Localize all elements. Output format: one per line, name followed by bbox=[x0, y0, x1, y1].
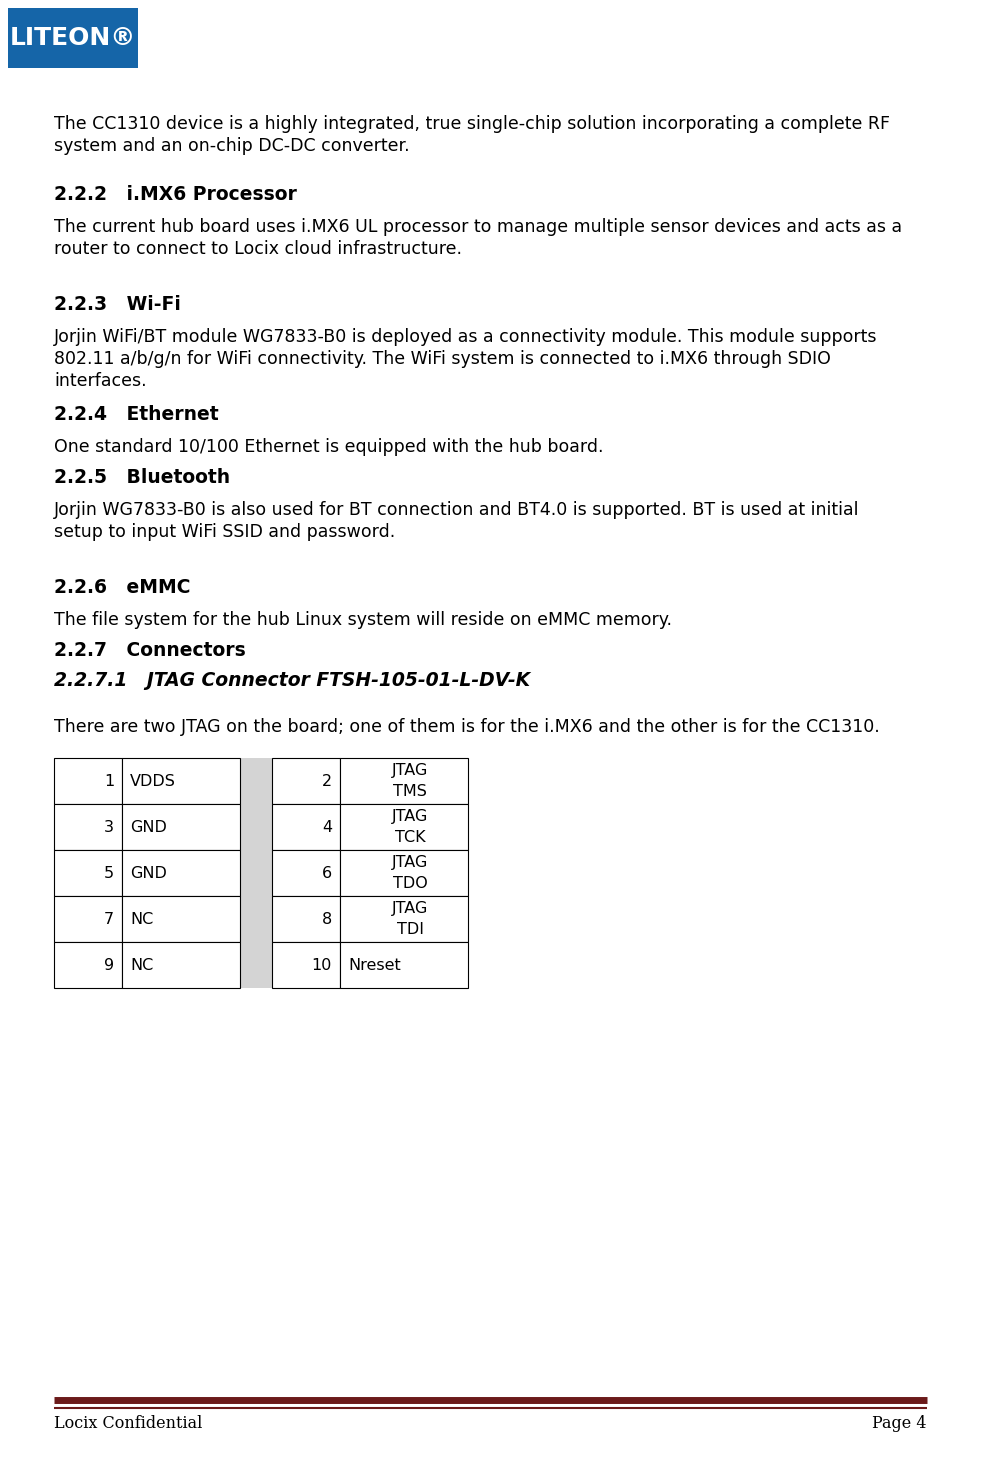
Bar bbox=[54, 896, 122, 941]
Text: interfaces.: interfaces. bbox=[54, 372, 146, 390]
Text: 2: 2 bbox=[322, 774, 332, 788]
Text: JTAG: JTAG bbox=[392, 809, 429, 824]
Text: 7: 7 bbox=[104, 912, 114, 927]
Text: TDO: TDO bbox=[393, 875, 428, 890]
Text: JTAG: JTAG bbox=[392, 763, 429, 778]
Bar bbox=[340, 805, 468, 850]
Text: 6: 6 bbox=[322, 865, 332, 881]
Bar bbox=[122, 896, 240, 941]
Text: 5: 5 bbox=[104, 865, 114, 881]
Text: TCK: TCK bbox=[395, 830, 426, 844]
Text: TDI: TDI bbox=[397, 922, 424, 937]
Bar bbox=[340, 850, 468, 896]
Bar bbox=[272, 805, 340, 850]
Text: TMS: TMS bbox=[393, 784, 428, 799]
Text: 2.2.6   eMMC: 2.2.6 eMMC bbox=[54, 578, 190, 597]
Text: 1: 1 bbox=[104, 774, 114, 788]
Bar bbox=[54, 758, 122, 805]
Text: Jorjin WiFi/BT module WG7833-B0 is deployed as a connectivity module. This modul: Jorjin WiFi/BT module WG7833-B0 is deplo… bbox=[54, 328, 877, 346]
Text: 10: 10 bbox=[312, 958, 332, 972]
Bar bbox=[340, 941, 468, 989]
Bar bbox=[8, 7, 138, 68]
Bar bbox=[122, 941, 240, 989]
Text: There are two JTAG on the board; one of them is for the i.MX6 and the other is f: There are two JTAG on the board; one of … bbox=[54, 718, 880, 736]
Bar bbox=[54, 941, 122, 989]
Text: 2.2.7   Connectors: 2.2.7 Connectors bbox=[54, 641, 246, 660]
Text: LITEON®: LITEON® bbox=[10, 26, 136, 50]
Bar bbox=[340, 758, 468, 805]
Text: 2.2.5   Bluetooth: 2.2.5 Bluetooth bbox=[54, 468, 231, 487]
Text: The file system for the hub Linux system will reside on eMMC memory.: The file system for the hub Linux system… bbox=[54, 610, 672, 630]
Text: Nreset: Nreset bbox=[348, 958, 401, 972]
Text: 2.2.3   Wi-Fi: 2.2.3 Wi-Fi bbox=[54, 296, 181, 313]
Bar bbox=[54, 850, 122, 896]
Text: JTAG: JTAG bbox=[392, 855, 429, 871]
Bar bbox=[272, 896, 340, 941]
Bar bbox=[122, 805, 240, 850]
Text: VDDS: VDDS bbox=[130, 774, 176, 788]
Text: 2.2.4   Ethernet: 2.2.4 Ethernet bbox=[54, 405, 219, 424]
Text: 2.2.2   i.MX6 Processor: 2.2.2 i.MX6 Processor bbox=[54, 185, 297, 204]
Text: Jorjin WG7833-B0 is also used for BT connection and BT4.0 is supported. BT is us: Jorjin WG7833-B0 is also used for BT con… bbox=[54, 502, 859, 519]
Text: 3: 3 bbox=[104, 819, 114, 834]
Text: JTAG: JTAG bbox=[392, 902, 429, 916]
Text: router to connect to Locix cloud infrastructure.: router to connect to Locix cloud infrast… bbox=[54, 240, 462, 257]
Text: 2.2.7.1   JTAG Connector FTSH-105-01-L-DV-K: 2.2.7.1 JTAG Connector FTSH-105-01-L-DV-… bbox=[54, 671, 530, 690]
Text: The current hub board uses i.MX6 UL processor to manage multiple sensor devices : The current hub board uses i.MX6 UL proc… bbox=[54, 218, 903, 235]
Bar bbox=[272, 850, 340, 896]
Bar bbox=[122, 758, 240, 805]
Text: 9: 9 bbox=[104, 958, 114, 972]
Text: One standard 10/100 Ethernet is equipped with the hub board.: One standard 10/100 Ethernet is equipped… bbox=[54, 438, 603, 456]
Text: 4: 4 bbox=[322, 819, 332, 834]
Text: 8: 8 bbox=[322, 912, 332, 927]
Text: GND: GND bbox=[130, 865, 167, 881]
Text: GND: GND bbox=[130, 819, 167, 834]
Text: NC: NC bbox=[130, 912, 153, 927]
Bar bbox=[54, 805, 122, 850]
Bar bbox=[122, 850, 240, 896]
Text: The CC1310 device is a highly integrated, true single-chip solution incorporatin: The CC1310 device is a highly integrated… bbox=[54, 115, 890, 132]
Text: NC: NC bbox=[130, 958, 153, 972]
Bar bbox=[240, 758, 272, 989]
Bar bbox=[340, 896, 468, 941]
Bar bbox=[272, 941, 340, 989]
Text: Locix Confidential: Locix Confidential bbox=[54, 1415, 202, 1431]
Bar bbox=[272, 758, 340, 805]
Text: 802.11 a/b/g/n for WiFi connectivity. The WiFi system is connected to i.MX6 thro: 802.11 a/b/g/n for WiFi connectivity. Th… bbox=[54, 350, 831, 368]
Text: system and an on-chip DC-DC converter.: system and an on-chip DC-DC converter. bbox=[54, 137, 410, 154]
Text: setup to input WiFi SSID and password.: setup to input WiFi SSID and password. bbox=[54, 524, 395, 541]
Text: Page 4: Page 4 bbox=[872, 1415, 927, 1431]
